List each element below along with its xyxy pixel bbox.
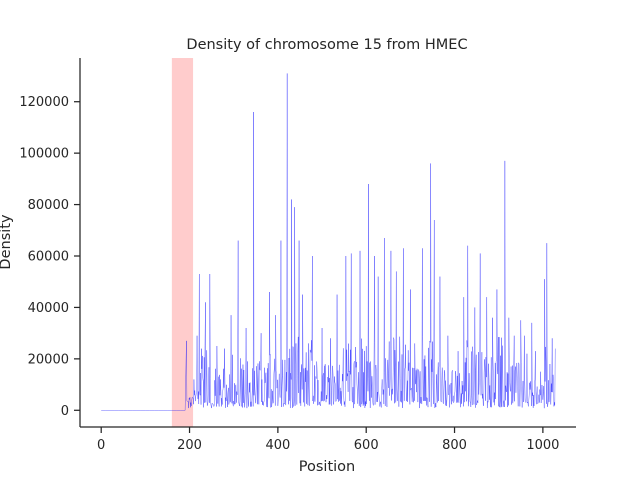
x-tick-label: 200 (177, 438, 202, 453)
y-tick-label: 40000 (28, 301, 69, 316)
y-tick-label: 20000 (28, 352, 69, 367)
y-tick-label: 120000 (19, 95, 69, 110)
y-tick-label: 0 (61, 404, 69, 419)
axes: 0 200 400 600 800 1000 0 20000 40000 60000 80000 10… (19, 58, 576, 453)
highlight-span-layer (171, 58, 194, 427)
x-tick-label: 600 (354, 438, 379, 453)
chart-title: Density of chromosome 15 from HMEC (186, 37, 467, 53)
x-tick-label: 400 (265, 438, 290, 453)
x-axis-label: Position (299, 459, 355, 475)
y-tick-label: 60000 (28, 250, 69, 265)
x-tick-label: 800 (442, 438, 467, 453)
x-tick-label: 0 (97, 438, 105, 453)
y-axis-label: Density (0, 214, 14, 270)
highlight-span (171, 58, 194, 427)
y-tick-label: 100000 (19, 147, 69, 162)
density-series-layer (101, 73, 556, 411)
y-tick-label: 80000 (28, 198, 69, 213)
x-tick-label: 1000 (526, 438, 559, 453)
density-line (101, 73, 556, 411)
